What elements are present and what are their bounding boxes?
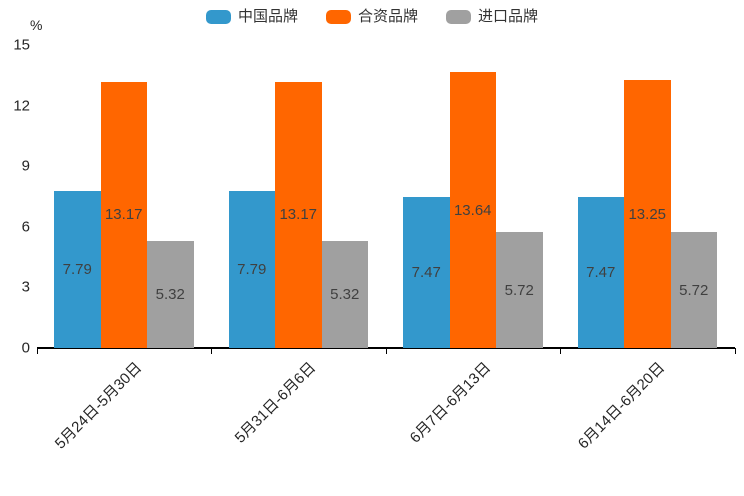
bar-进口品牌-group2[interactable]: 5.32 (321, 240, 368, 348)
x-axis-tick-mark (734, 348, 736, 354)
bar-value-label: 13.64 (453, 201, 492, 219)
bar-value-label: 5.72 (679, 281, 709, 299)
bar-合资品牌-group1[interactable]: 13.17 (100, 81, 147, 348)
bar-合资品牌-group3[interactable]: 13.64 (449, 72, 496, 348)
bar-进口品牌-group1[interactable]: 5.32 (147, 240, 194, 348)
legend-swatch-icon (205, 10, 231, 24)
y-axis-tick-label: 6 (21, 218, 30, 236)
x-axis-category-label: 5月31日-6月6日 (231, 359, 320, 447)
bar-中国品牌-group1[interactable]: 7.79 (54, 190, 101, 348)
legend-label: 中国品牌 (237, 8, 298, 25)
y-axis-tick-label: 12 (13, 97, 30, 115)
bar-中国品牌-group2[interactable]: 7.79 (228, 190, 275, 348)
bar-合资品牌-group4[interactable]: 13.25 (624, 80, 671, 348)
chart-legend: 中国品牌 合资品牌 进口品牌 (0, 9, 744, 25)
y-axis-tick-label: 3 (21, 278, 30, 296)
bar-value-label: 7.79 (237, 260, 267, 278)
bar-value-label: 13.25 (628, 205, 667, 223)
bar-value-label: 5.72 (504, 281, 534, 299)
legend-swatch-icon (446, 10, 471, 24)
bar-value-label: 7.47 (411, 264, 441, 282)
y-axis-tick-label: 9 (21, 157, 30, 175)
bar-value-label: 13.17 (279, 206, 318, 224)
bar-进口品牌-group4[interactable]: 5.72 (670, 232, 717, 348)
x-axis-tick-mark (560, 348, 561, 354)
legend-label: 合资品牌 (357, 8, 418, 25)
legend-swatch-icon (325, 10, 351, 24)
legend-item-3[interactable]: 进口品牌 (446, 9, 538, 25)
legend-label: 进口品牌 (478, 8, 539, 25)
x-axis-category-label: 6月7日-6月13日 (406, 359, 494, 447)
bar-value-label: 7.47 (586, 264, 616, 282)
legend-item-1[interactable]: 中国品牌 (205, 8, 298, 25)
bar-进口品牌-group3[interactable]: 5.72 (496, 232, 543, 348)
y-axis-tick-label: 0 (21, 339, 30, 357)
bar-中国品牌-group3[interactable]: 7.47 (403, 197, 450, 348)
bar-合资品牌-group2[interactable]: 13.17 (275, 81, 322, 348)
y-axis-tick-label: 15 (13, 36, 30, 54)
x-axis-category-label: 5月24日-5月30日 (51, 359, 145, 453)
legend-item-2[interactable]: 合资品牌 (325, 8, 418, 25)
bar-value-label: 13.17 (104, 206, 143, 224)
x-axis-tick-mark (385, 348, 387, 354)
x-axis-tick-mark (36, 348, 38, 354)
bar-value-label: 7.79 (62, 260, 92, 278)
bar-value-label: 5.32 (155, 285, 185, 303)
bar-value-label: 5.32 (330, 285, 360, 303)
x-axis-tick-mark (211, 348, 212, 354)
x-axis-category-label: 6月14日-6月20日 (575, 359, 669, 453)
bar-中国品牌-group4[interactable]: 7.47 (577, 197, 624, 348)
y-axis-unit-label: % (30, 17, 43, 33)
